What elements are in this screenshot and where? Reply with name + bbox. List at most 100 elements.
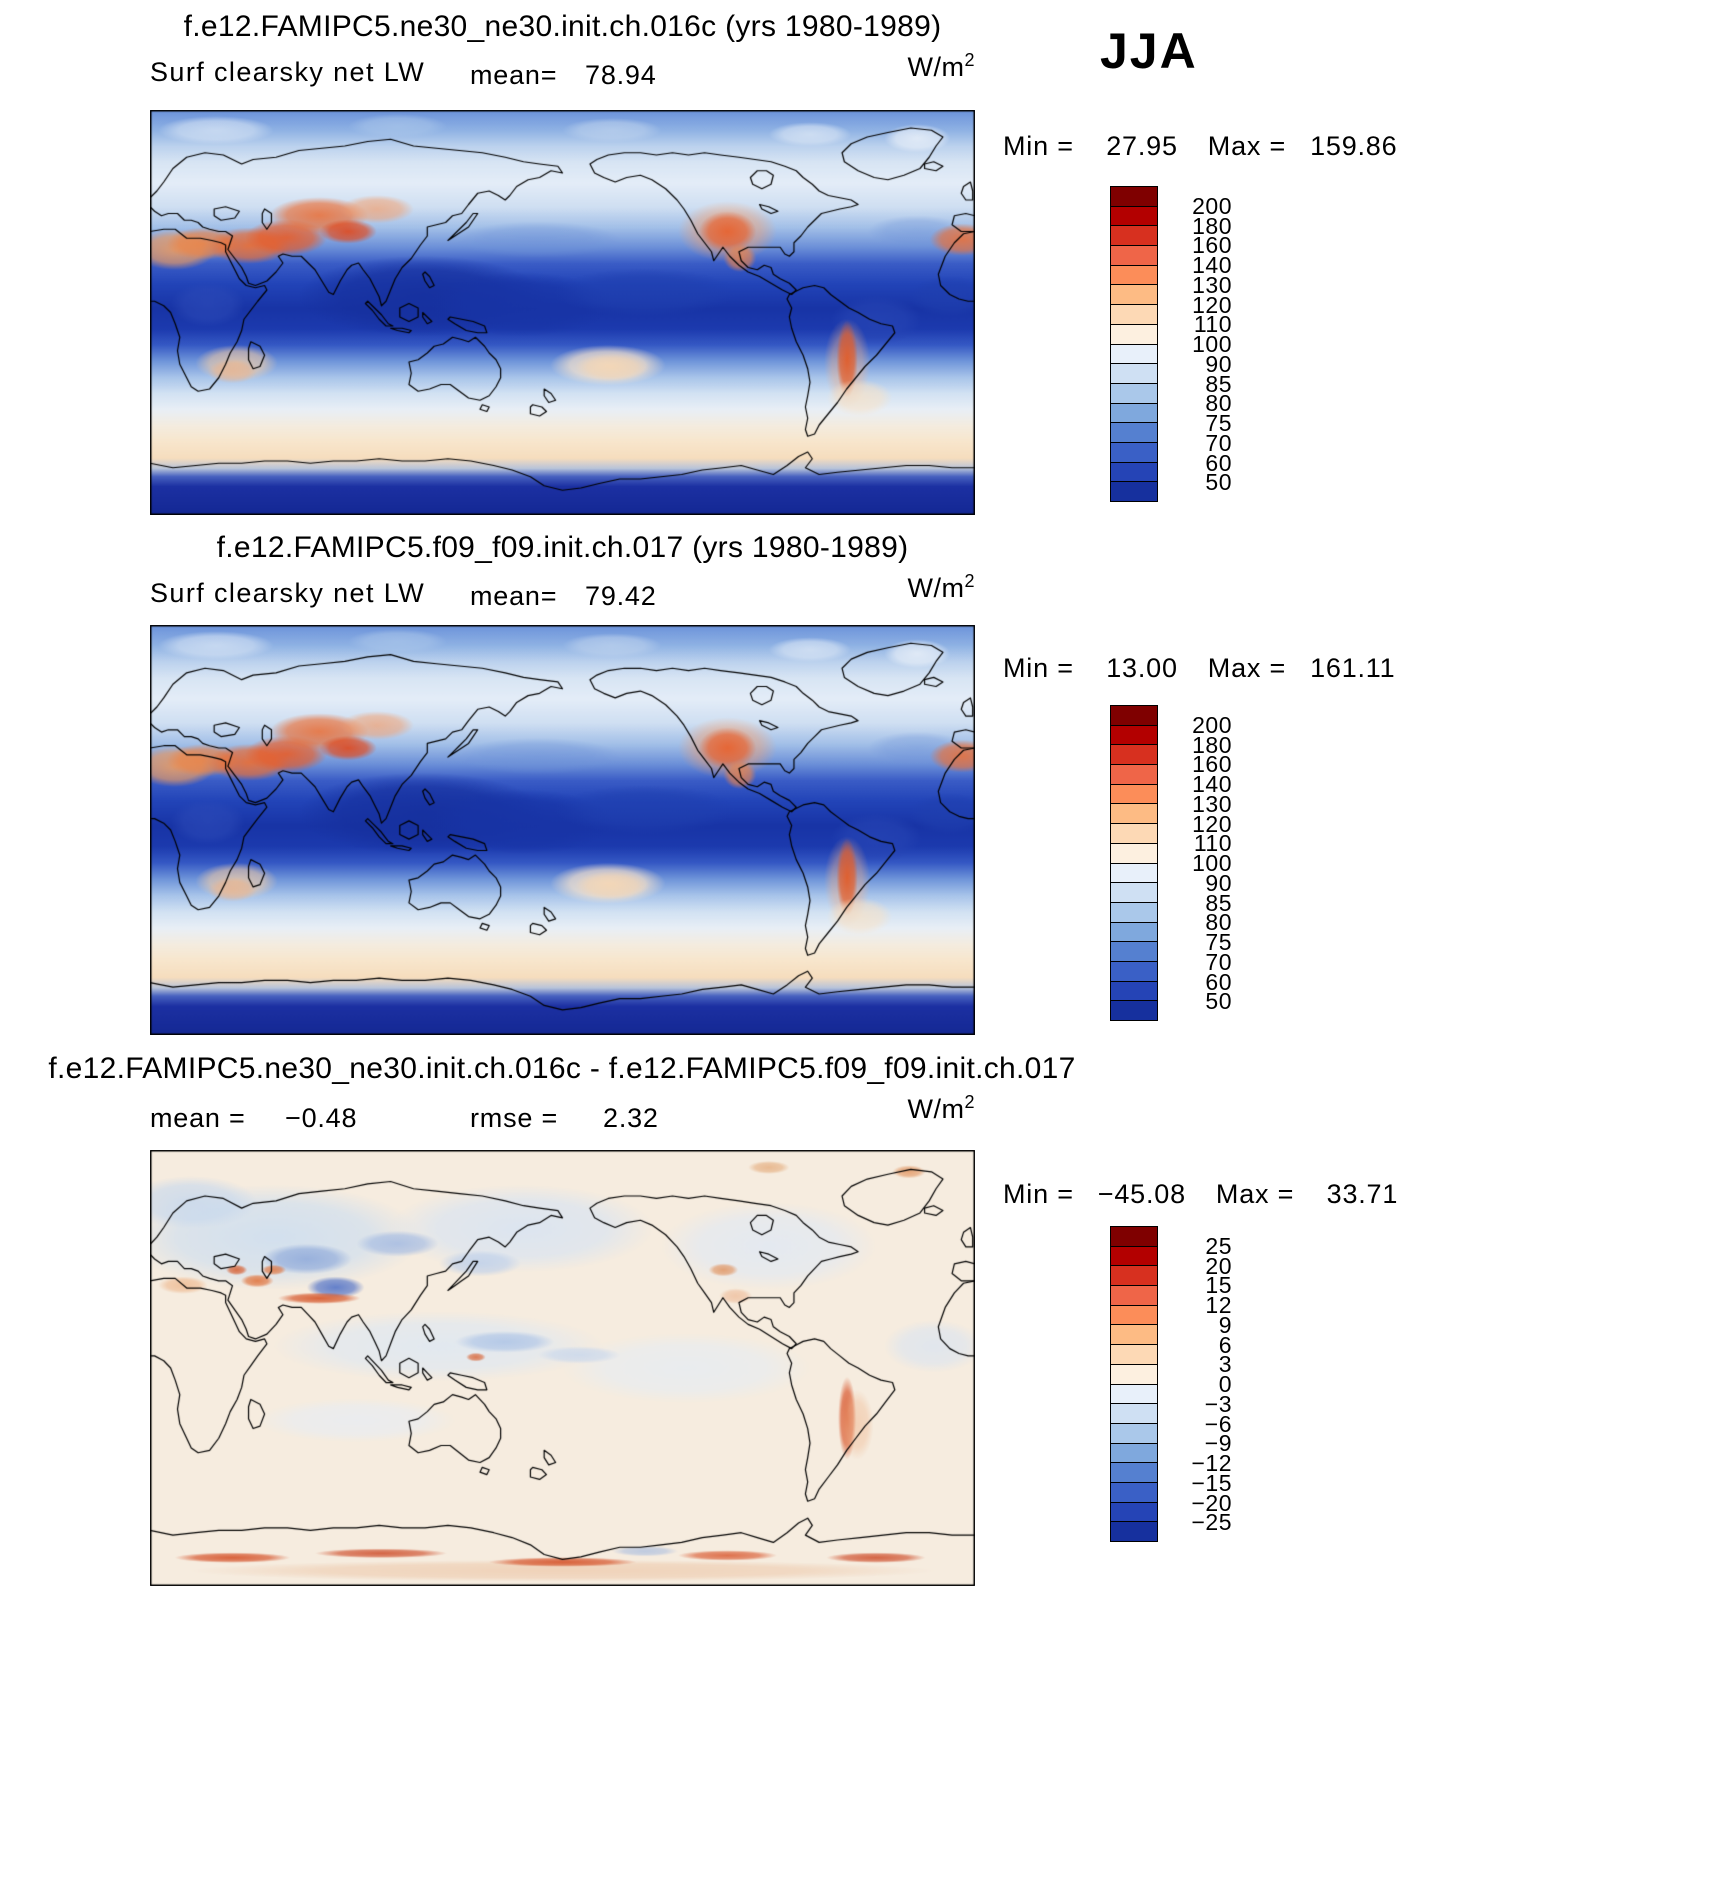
colorbar-cell [1111, 765, 1157, 785]
colorbar-cell [1111, 961, 1157, 982]
panel2-min-label: Min = [1003, 653, 1074, 683]
colorbar-cell [1111, 1305, 1157, 1326]
panel3-min-value: −45.08 [1097, 1179, 1186, 1209]
colorbar-tick-label: 6 [1218, 1331, 1232, 1358]
panel2-max-value: 161.11 [1310, 653, 1396, 683]
colorbar-cell [1111, 226, 1157, 247]
panel3-min-label: Min = [1003, 1179, 1074, 1209]
colorbar-tick-label: −15 [1191, 1469, 1232, 1496]
colorbar-tick-label: 160 [1192, 232, 1232, 259]
colorbar-cell [1111, 863, 1157, 884]
colorbar-tick-label: 70 [1205, 429, 1232, 456]
colorbar-tick-label: 180 [1192, 731, 1232, 758]
colorbar-tick-label: 90 [1205, 350, 1232, 377]
season-label: JJA [1100, 23, 1198, 79]
colorbar-cell [1111, 824, 1157, 844]
colorbar-cell [1111, 745, 1157, 766]
colorbar-cell [1111, 1423, 1157, 1444]
colorbar-cell [1111, 1001, 1157, 1020]
panel1-units-base: W/m [907, 52, 965, 82]
colorbar-tick-label: 130 [1192, 790, 1232, 817]
colorbar-cell [1111, 922, 1157, 943]
panel2-min-value: 13.00 [1106, 653, 1178, 683]
colorbar-labels-model1: 200 180 160 140 130 120 110 100 90 85 80 75 70 60 50 [1170, 186, 1232, 502]
colorbar-model2 [1110, 705, 1158, 1021]
colorbar-tick-label: 160 [1192, 751, 1232, 778]
panel3-mean-label: mean = [150, 1103, 246, 1133]
colorbar-cell [1111, 482, 1157, 501]
colorbar-cell [1111, 403, 1157, 424]
colorbar-cell [1111, 344, 1157, 365]
panel3-units-exponent: 2 [964, 1092, 975, 1112]
panel2-mean-label: mean= [470, 581, 558, 611]
colorbar-tick-label: 110 [1193, 311, 1232, 338]
colorbar-cell [1111, 1325, 1157, 1346]
colorbar-cell [1111, 364, 1157, 384]
panel3-max-value: 33.71 [1326, 1179, 1399, 1209]
panel2-max-label: Max = [1207, 653, 1287, 683]
panel2-minmax: Min = 13.00 Max = 161.11 [1003, 653, 1395, 684]
colorbar-cell [1111, 981, 1157, 1002]
panel1-units: W/m2 [150, 50, 975, 83]
panel3-rmse-value: 2.32 [603, 1103, 659, 1133]
colorbar-tick-label: 60 [1205, 968, 1232, 995]
colorbar-cell [1111, 725, 1157, 746]
colorbar-cell [1111, 942, 1157, 962]
colorbar-tick-label: 9 [1218, 1311, 1232, 1338]
panel1-max-value: 159.86 [1310, 131, 1398, 161]
colorbar-cell [1111, 285, 1157, 306]
panel1-minmax: Min = 27.95 Max = 159.86 [1003, 131, 1397, 162]
colorbar-cell [1111, 442, 1157, 463]
panel1-min-label: Min = [1003, 131, 1074, 161]
panel1-title: f.e12.FAMIPC5.ne30_ne30.init.ch.016c (yr… [183, 10, 942, 43]
colorbar-tick-label: −9 [1204, 1430, 1232, 1457]
panel2-units-base: W/m [907, 573, 965, 603]
colorbar-tick-label: 20 [1205, 1252, 1232, 1279]
colorbar-cell [1111, 1266, 1157, 1287]
panel2-title: f.e12.FAMIPC5.f09_f09.init.ch.017 (yrs 1… [216, 531, 909, 564]
colorbar-tick-label: 100 [1192, 331, 1232, 357]
colorbar-tick-label: 50 [1205, 988, 1232, 1015]
panel3-max-label: Max = [1215, 1179, 1295, 1209]
panel2-units-exponent: 2 [964, 571, 975, 591]
colorbar-difference [1110, 1226, 1158, 1542]
colorbar-tick-label: 120 [1192, 810, 1232, 837]
colorbar-cell [1111, 883, 1157, 903]
colorbar-tick-label: 70 [1205, 948, 1232, 975]
colorbar-tick-label: 110 [1193, 830, 1232, 857]
colorbar-cell [1111, 804, 1157, 825]
colorbar-cell [1111, 1246, 1157, 1267]
panel3-units: W/m2 [150, 1092, 975, 1125]
colorbar-tick-label: 140 [1192, 771, 1232, 797]
colorbar-cell [1111, 423, 1157, 443]
panel3-rmse-label: rmse = [470, 1103, 559, 1133]
panel1-min-value: 27.95 [1106, 131, 1178, 161]
colorbar-tick-label: −20 [1191, 1489, 1232, 1516]
panel3-units-base: W/m [907, 1094, 965, 1124]
colorbar-cell [1111, 324, 1157, 345]
colorbar-cell [1111, 706, 1157, 726]
colorbar-tick-label: 50 [1205, 469, 1232, 496]
colorbar-tick-label: 80 [1205, 390, 1232, 417]
colorbar-tick-label: 12 [1205, 1292, 1232, 1318]
colorbar-tick-label: −6 [1204, 1410, 1232, 1437]
colorbar-cell [1111, 305, 1157, 325]
colorbar-cell [1111, 265, 1157, 286]
colorbar-cell [1111, 1482, 1157, 1503]
colorbar-cell [1111, 1227, 1157, 1247]
colorbar-tick-label: 15 [1205, 1272, 1232, 1299]
panel1-mean-value: 78.94 [585, 60, 657, 90]
colorbar-cell [1111, 1443, 1157, 1464]
colorbar-cell [1111, 1286, 1157, 1306]
colorbar-tick-label: −12 [1191, 1450, 1232, 1476]
colorbar-tick-label: 100 [1192, 850, 1232, 876]
panel2-units: W/m2 [150, 571, 975, 604]
colorbar-tick-label: 80 [1205, 909, 1232, 936]
colorbar-cell [1111, 1345, 1157, 1365]
panel1-max-label: Max = [1207, 131, 1287, 161]
colorbar-cell [1111, 1384, 1157, 1405]
map-canvas-model1 [150, 110, 975, 515]
panel3-mean-value: −0.48 [285, 1103, 358, 1133]
panel2-variable-label: Surf clearsky net LW [150, 578, 426, 608]
